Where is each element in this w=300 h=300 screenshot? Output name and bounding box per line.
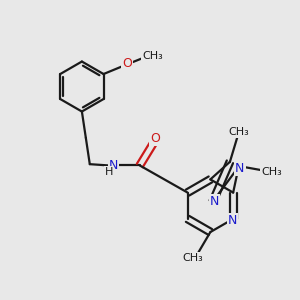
Text: CH₃: CH₃ [261,167,282,177]
Text: CH₃: CH₃ [229,127,249,137]
Text: CH₃: CH₃ [182,253,202,262]
Text: N: N [210,195,219,208]
Text: CH₃: CH₃ [142,51,163,61]
Text: N: N [228,214,237,226]
Text: N: N [235,162,244,175]
Text: O: O [150,132,160,145]
Text: N: N [109,159,118,172]
Text: O: O [122,57,132,70]
Text: H: H [105,167,113,177]
